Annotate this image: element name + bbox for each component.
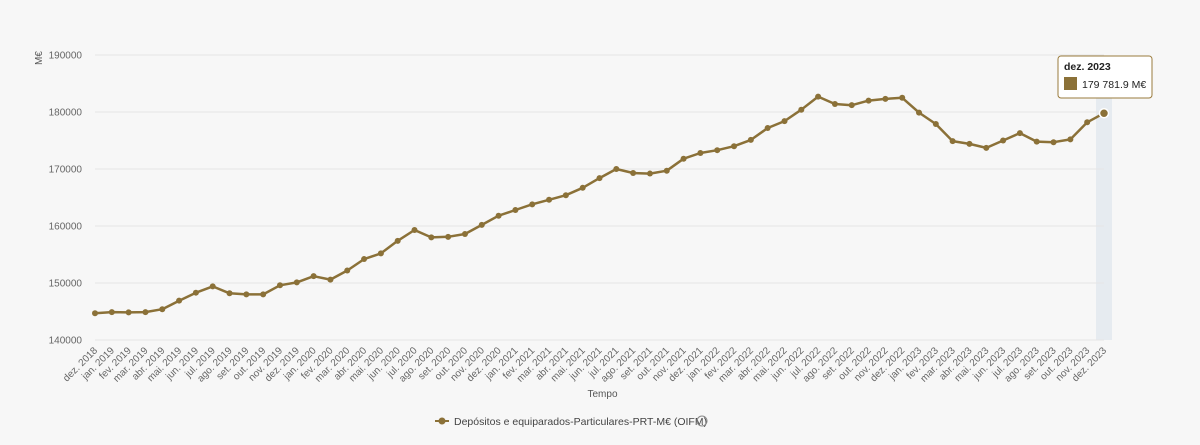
y-tick-label: 140000 — [49, 336, 83, 347]
data-point[interactable] — [226, 290, 233, 297]
data-point[interactable] — [361, 256, 368, 263]
data-point[interactable] — [630, 169, 637, 176]
data-point[interactable] — [394, 237, 401, 244]
info-icon[interactable]: i — [696, 415, 708, 427]
data-point[interactable] — [495, 212, 502, 219]
series-line — [94, 95, 1105, 315]
tooltip-value: 179 781.9 M€ — [1082, 79, 1146, 91]
data-point[interactable] — [1084, 119, 1091, 126]
data-point[interactable] — [747, 136, 754, 143]
data-point[interactable] — [1033, 138, 1040, 145]
tooltip-box — [1057, 55, 1153, 99]
data-point[interactable] — [596, 175, 603, 182]
data-point[interactable] — [159, 306, 166, 313]
data-point[interactable] — [276, 282, 283, 289]
y-axis-ticks: 140000 150000 160000 170000 180000 190000 — [49, 51, 83, 347]
data-point[interactable] — [865, 97, 872, 104]
y-tick-label: 180000 — [49, 108, 83, 119]
data-point[interactable] — [377, 250, 384, 257]
data-point[interactable] — [882, 95, 889, 102]
data-point[interactable] — [1050, 139, 1057, 146]
data-point[interactable] — [411, 226, 418, 233]
data-point[interactable] — [613, 166, 620, 172]
data-point[interactable] — [243, 291, 250, 298]
y-tick-label: 160000 — [49, 222, 83, 233]
data-point[interactable] — [663, 167, 670, 174]
data-point[interactable] — [916, 109, 923, 116]
data-point[interactable] — [1016, 130, 1023, 137]
data-point[interactable] — [125, 309, 132, 316]
x-axis-label: Tempo — [587, 389, 617, 400]
data-point[interactable] — [579, 184, 586, 191]
tooltip-title: dez. 2023 — [1064, 61, 1111, 73]
data-point[interactable] — [562, 192, 569, 199]
data-points[interactable] — [92, 93, 1110, 317]
data-point[interactable] — [1098, 107, 1110, 119]
data-point[interactable] — [714, 147, 721, 154]
highlight-band — [1096, 95, 1112, 340]
grid-lines — [95, 54, 1104, 341]
data-point[interactable] — [680, 155, 687, 162]
data-point[interactable] — [142, 309, 149, 316]
data-point[interactable] — [293, 279, 300, 286]
data-point[interactable] — [848, 102, 855, 109]
y-axis-label: M€ — [34, 51, 45, 65]
data-point[interactable] — [92, 310, 98, 317]
data-point[interactable] — [764, 124, 771, 131]
y-tick-label: 190000 — [49, 51, 83, 62]
data-point[interactable] — [546, 196, 553, 203]
tooltip-swatch — [1064, 77, 1077, 90]
data-point[interactable] — [192, 289, 199, 296]
data-point[interactable] — [697, 150, 704, 157]
y-tick-label: 170000 — [49, 165, 83, 176]
legend-marker — [438, 417, 446, 425]
data-point[interactable] — [966, 140, 973, 147]
data-point[interactable] — [428, 234, 435, 241]
data-point[interactable] — [815, 93, 822, 100]
data-point[interactable] — [260, 291, 267, 298]
data-point[interactable] — [445, 233, 452, 240]
legend-label[interactable]: Depósitos e equiparados-Particulares-PRT… — [454, 416, 707, 428]
data-point[interactable] — [461, 230, 468, 237]
data-point[interactable] — [1000, 137, 1007, 144]
data-point[interactable] — [949, 138, 956, 145]
data-point[interactable] — [344, 267, 351, 274]
data-point[interactable] — [899, 94, 906, 101]
data-point[interactable] — [731, 143, 738, 150]
legend[interactable]: Depósitos e equiparados-Particulares-PRT… — [435, 415, 708, 428]
data-point[interactable] — [310, 273, 317, 280]
data-point[interactable] — [646, 170, 653, 177]
data-point[interactable] — [327, 276, 334, 283]
tooltip: dez. 2023 179 781.9 M€ — [1057, 55, 1153, 99]
data-point[interactable] — [209, 283, 216, 290]
data-point[interactable] — [478, 221, 485, 228]
data-point[interactable] — [529, 201, 536, 208]
data-point[interactable] — [932, 120, 939, 127]
data-point[interactable] — [108, 309, 115, 316]
svg-text:i: i — [701, 417, 703, 426]
data-point[interactable] — [831, 101, 838, 108]
data-point[interactable] — [781, 118, 788, 125]
data-point[interactable] — [512, 207, 519, 214]
data-point[interactable] — [176, 297, 183, 304]
data-point[interactable] — [798, 106, 805, 113]
y-tick-label: 150000 — [49, 279, 83, 290]
data-point[interactable] — [983, 144, 990, 151]
data-point[interactable] — [1067, 136, 1074, 143]
